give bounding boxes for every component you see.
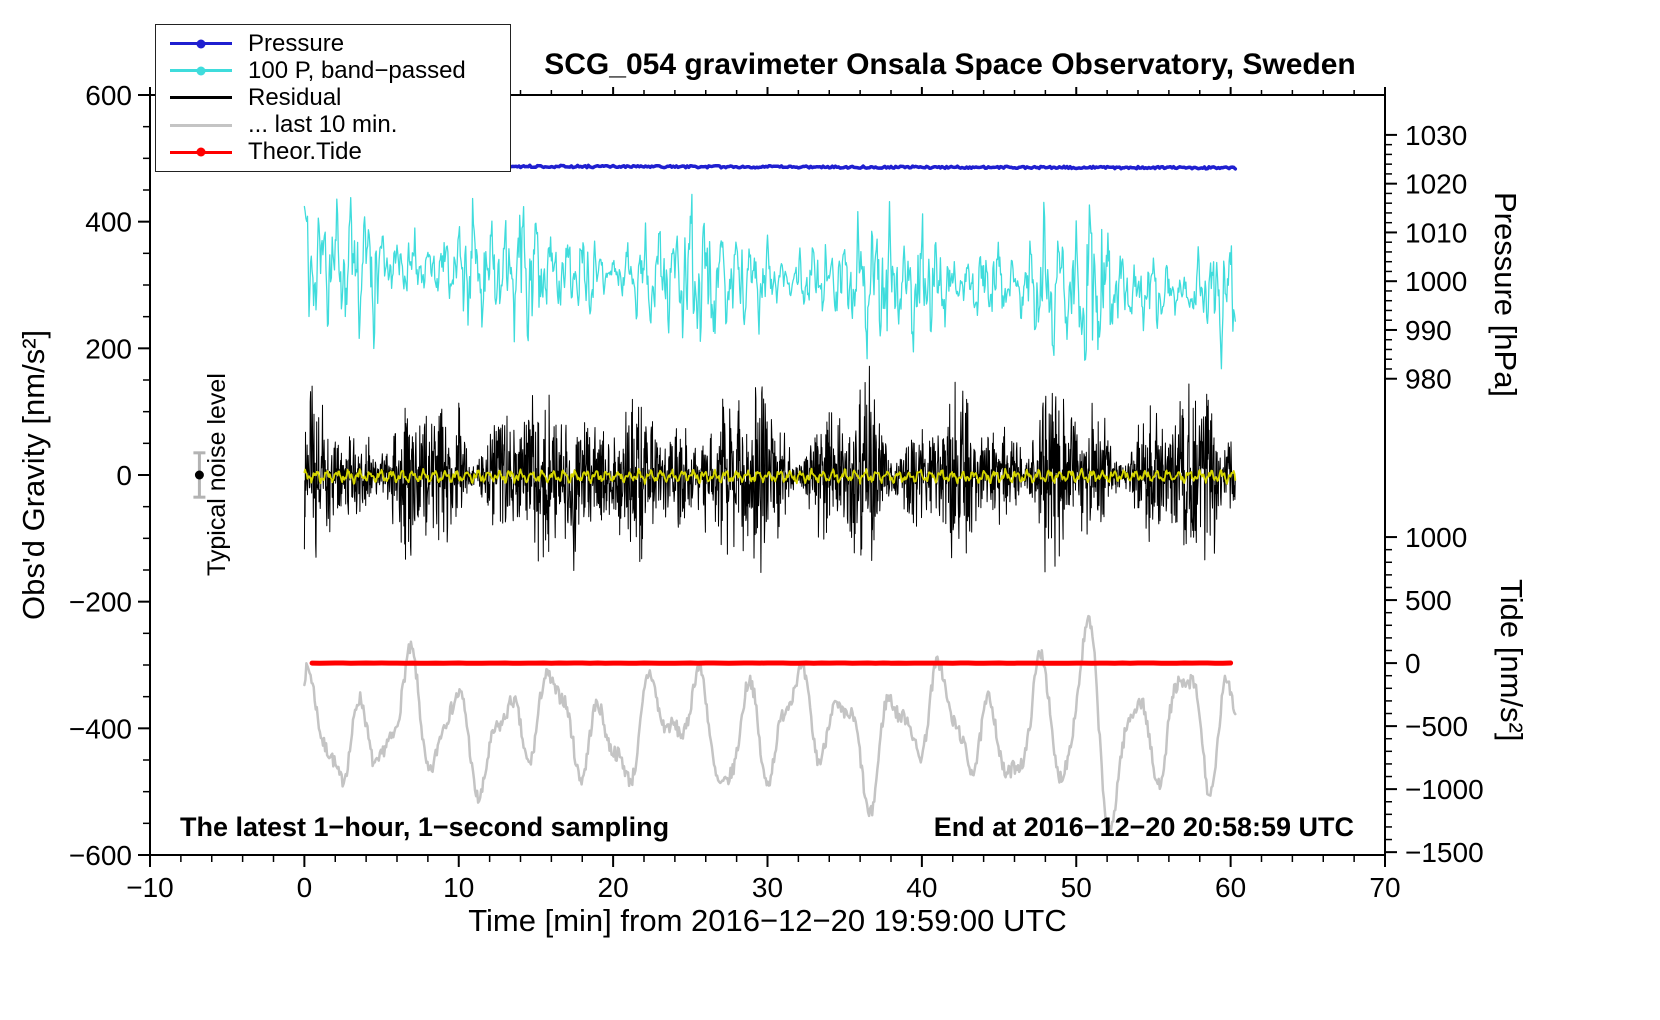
y-tick-label: −400	[69, 713, 132, 744]
legend-sample-theor-tide	[170, 139, 232, 165]
legend-sample-band-passed	[170, 58, 232, 84]
legend-sample-pressure	[170, 31, 232, 57]
legend-label-pressure: Pressure	[248, 29, 345, 57]
x-tick-label: 60	[1215, 872, 1246, 903]
x-axis-label: Time [min] from 2016−12−20 19:59:00 UTC	[468, 903, 1067, 938]
pressure-tick-label: 1000	[1405, 266, 1467, 297]
tide-tick-label: −500	[1405, 711, 1468, 742]
end-time-note: End at 2016−12−20 20:58:59 UTC	[933, 812, 1354, 842]
y-tick-label: 0	[116, 460, 132, 491]
tide-tick-label: −1000	[1405, 774, 1484, 805]
pressure-tick-label: 990	[1405, 315, 1452, 346]
y-tick-label: 400	[85, 207, 132, 238]
x-tick-label: 0	[297, 872, 313, 903]
y-tick-label: 600	[85, 80, 132, 111]
legend-dot-icon	[196, 147, 206, 157]
legend-label-band-passed: 100 P, band−passed	[248, 56, 466, 84]
pressure-tick-label: 1020	[1405, 169, 1467, 200]
x-tick-label: 10	[443, 872, 474, 903]
y-tick-label: −200	[69, 587, 132, 618]
x-tick-label: 40	[906, 872, 937, 903]
y-axis-label-pressure: Pressure [hPa]	[1488, 192, 1523, 398]
legend-dot-icon	[196, 66, 206, 76]
legend-dot-icon	[196, 39, 206, 49]
y-tick-label: 200	[85, 333, 132, 364]
noise-marker-dot	[194, 470, 204, 480]
legend-sample-last-10-min	[170, 112, 232, 138]
tide-tick-label: 0	[1405, 648, 1421, 679]
legend-label-residual: Residual	[248, 83, 342, 111]
y-axis-label-gravity: Obs'd Gravity [nm/s²]	[16, 329, 51, 621]
legend-item-pressure: Pressure	[156, 29, 510, 57]
x-tick-label: 20	[598, 872, 629, 903]
x-tick-label: −10	[126, 872, 174, 903]
y-tick-label: −600	[69, 840, 132, 871]
tide-tick-label: −1500	[1405, 837, 1484, 868]
legend-sample-residual	[170, 85, 232, 111]
y-axis-label-tide: Tide [nm/s²]	[1494, 578, 1529, 742]
pressure-tick-label: 980	[1405, 364, 1452, 395]
series-100-p-band-passed	[303, 193, 1236, 370]
legend-item-residual: Residual	[156, 83, 510, 111]
x-tick-label: 70	[1369, 872, 1400, 903]
legend: Pressure 100 P, band−passed Residual ...…	[155, 24, 511, 172]
chart-title: SCG_054 gravimeter Onsala Space Observat…	[544, 48, 1356, 81]
sampling-note: The latest 1−hour, 1−second sampling	[180, 812, 670, 842]
legend-item-theor-tide: Theor.Tide	[156, 138, 510, 166]
series-residual-smoothed-yellow	[303, 467, 1237, 485]
tide-tick-label: 1000	[1405, 522, 1467, 553]
pressure-tick-label: 1030	[1405, 120, 1467, 151]
legend-item-band-passed: 100 P, band−passed	[156, 56, 510, 84]
tide-tick-label: 500	[1405, 585, 1452, 616]
pressure-tick-label: 1010	[1405, 217, 1467, 248]
legend-line	[170, 123, 232, 127]
noise-level-label: Typical noise level	[203, 373, 231, 577]
legend-item-last-10-min: ... last 10 min.	[156, 111, 510, 139]
x-tick-label: 30	[752, 872, 783, 903]
legend-label-last-10-min: ... last 10 min.	[248, 111, 398, 139]
legend-label-theor-tide: Theor.Tide	[248, 138, 362, 166]
legend-line	[170, 96, 232, 100]
plot-border	[149, 94, 1386, 856]
series-last-10-min	[303, 614, 1237, 834]
series-residual	[303, 365, 1236, 573]
x-tick-label: 50	[1061, 872, 1092, 903]
